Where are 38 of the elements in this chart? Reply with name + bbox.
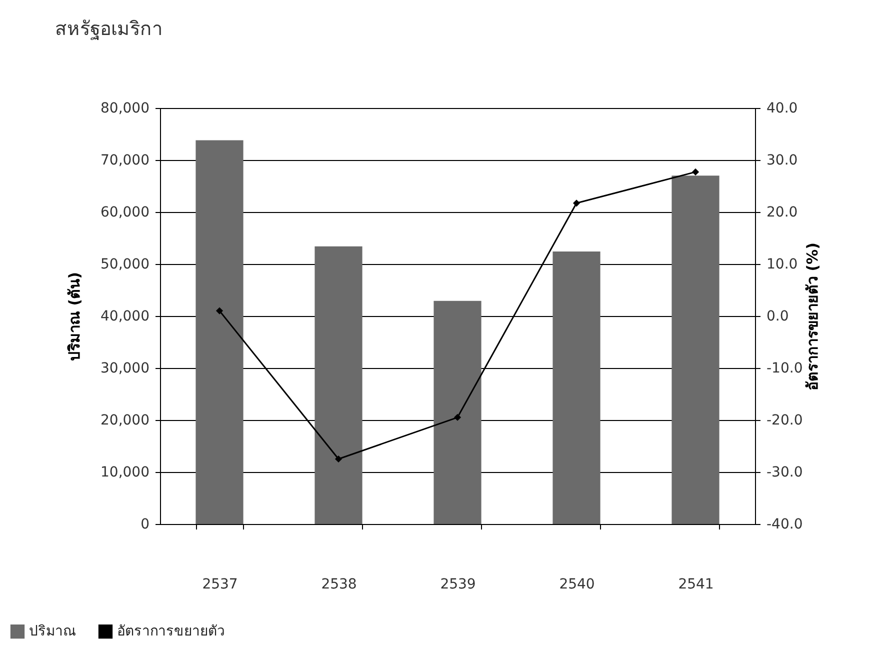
x-tick-label: 2538 <box>321 576 357 592</box>
y-tick-label: 10,000 <box>100 464 150 480</box>
y2-tick-label: -30.0 <box>766 464 803 480</box>
y-axis-title: ปริมาณ (ตัน) <box>66 272 84 361</box>
y-tick-label: 0 <box>140 516 150 532</box>
point <box>216 307 224 314</box>
y2-tick-label: -20.0 <box>766 412 803 428</box>
y-tick-label: 50,000 <box>100 256 150 272</box>
point <box>454 414 462 421</box>
legend-label: ปริมาณ <box>29 624 76 640</box>
y-tick-label: 80,000 <box>100 100 150 116</box>
y2-tick-label: 10.0 <box>766 256 798 272</box>
y-tick-label: 60,000 <box>100 204 150 220</box>
y2-axis-title: อัตราการขยายตัว (%) <box>804 242 822 390</box>
y-tick-label: 20,000 <box>100 412 150 428</box>
y2-tick-label: 30.0 <box>766 152 798 168</box>
bar <box>672 176 720 524</box>
x-tick-label: 2537 <box>202 576 238 592</box>
chart-title: สหรัฐอเมริกา <box>55 18 163 40</box>
point <box>334 455 342 463</box>
point <box>572 200 580 207</box>
y2-tick-label: 20.0 <box>766 204 798 220</box>
x-tick-label: 2541 <box>678 576 714 592</box>
x-tick-label: 2540 <box>559 576 595 592</box>
y-tick-label: 70,000 <box>100 152 150 168</box>
x-tick-label: 2539 <box>440 576 476 592</box>
bar <box>196 140 244 524</box>
y2-tick-label: 0.0 <box>766 308 789 324</box>
bar <box>434 300 482 524</box>
bar <box>552 252 600 524</box>
bar <box>314 246 362 524</box>
legend-label: อัตราการขยายตัว <box>117 624 225 640</box>
y-tick-label: 30,000 <box>100 360 150 376</box>
y2-tick-label: 40.0 <box>766 100 798 116</box>
y2-tick-label: -10.0 <box>766 360 803 376</box>
y2-tick-label: -40.0 <box>766 516 803 532</box>
y-tick-label: 40,000 <box>100 308 150 324</box>
point <box>692 168 700 176</box>
